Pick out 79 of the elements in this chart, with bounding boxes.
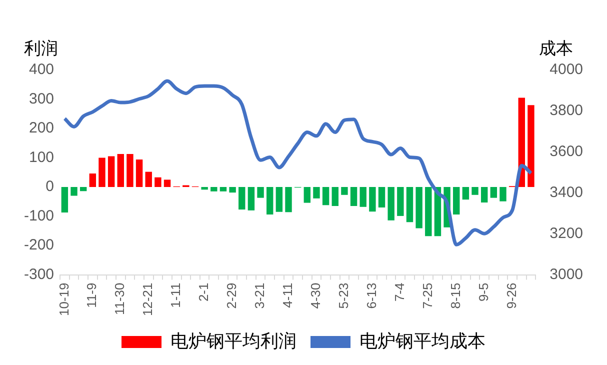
y-tick-label: 300: [28, 90, 54, 108]
bar: [378, 187, 386, 208]
bar: [285, 187, 292, 212]
bar: [276, 187, 283, 212]
bar: [369, 187, 376, 212]
bar: [266, 187, 274, 214]
bar: [126, 154, 134, 187]
bar: [397, 187, 404, 216]
bar: [154, 177, 162, 187]
bar: [229, 187, 236, 193]
x-tick-label: 4-30: [308, 282, 324, 309]
x-tick-label: 10-19: [56, 282, 72, 316]
x-tick-label: 4-11: [280, 282, 296, 308]
x-tick-label: 7-25: [420, 282, 435, 309]
bar: [210, 187, 218, 192]
y-tick-label: -100: [24, 207, 54, 224]
x-tick-label: 11-30: [112, 282, 128, 316]
bar: [145, 172, 152, 187]
bar: [257, 187, 264, 198]
bar: [313, 187, 320, 198]
bar: [500, 187, 506, 202]
y-tick-label: 0: [46, 178, 54, 196]
bar: [61, 187, 68, 212]
y-axis-title: 利润: [24, 39, 58, 58]
bar: [108, 156, 115, 187]
x-tick-label: 9-5: [476, 282, 491, 302]
bar: [80, 187, 87, 192]
bar: [332, 187, 338, 206]
bar: [322, 187, 330, 206]
y-tick-label: 400: [28, 61, 54, 78]
y2-tick-label: 3800: [550, 102, 584, 120]
y2-tick-label: 3200: [550, 224, 584, 242]
bar: [304, 187, 311, 203]
bar: [490, 187, 498, 198]
bar: [388, 187, 394, 220]
legend-label: 电炉钢平均利润: [170, 330, 296, 351]
bar: [136, 160, 143, 187]
bar: [416, 187, 422, 228]
bar: [220, 187, 227, 192]
bar: [164, 180, 171, 187]
bar: [98, 158, 106, 187]
x-tick-label: 3-21: [252, 282, 268, 309]
y-tick-label: 200: [28, 120, 54, 137]
legend-label: 电炉钢平均成本: [360, 330, 486, 351]
y2-tick-label: 3600: [550, 143, 584, 160]
line-series: [62, 79, 533, 246]
x-tick-label: 12-21: [140, 282, 156, 316]
x-tick-label: 1-11: [168, 282, 184, 308]
bar: [350, 187, 358, 206]
y2-tick-label: 3400: [550, 184, 584, 201]
x-tick-label: 8-15: [448, 282, 463, 309]
y2-tick-label: 4000: [550, 61, 584, 78]
bar: [360, 187, 366, 207]
bar: [480, 187, 488, 203]
y2-axis-title: 成本: [539, 39, 573, 58]
y-tick-label: -200: [24, 236, 54, 254]
x-tick-label: 11-9: [84, 282, 100, 308]
x-tick-label: 2-1: [196, 282, 212, 302]
bar: [89, 174, 96, 187]
bar: [453, 187, 460, 214]
bar: [341, 187, 348, 195]
x-tick-label: 5-23: [336, 282, 352, 309]
bar: [70, 187, 78, 196]
x-tick-label: 9-26: [504, 282, 519, 309]
y2-tick-label: 3000: [550, 266, 584, 283]
bar: [462, 187, 470, 200]
y-tick-label: 100: [28, 148, 54, 166]
bar: [117, 154, 124, 187]
bar: [472, 187, 478, 195]
bar: [248, 187, 255, 210]
bar: [425, 187, 432, 236]
x-tick-label: 6-13: [364, 282, 380, 309]
y-tick-label: -300: [24, 266, 54, 283]
bar: [238, 187, 246, 210]
x-tick-label: 2-29: [224, 282, 240, 309]
bar: [406, 187, 414, 222]
bar: [201, 187, 208, 190]
bar: [528, 105, 534, 187]
x-tick-label: 7-4: [392, 282, 407, 302]
